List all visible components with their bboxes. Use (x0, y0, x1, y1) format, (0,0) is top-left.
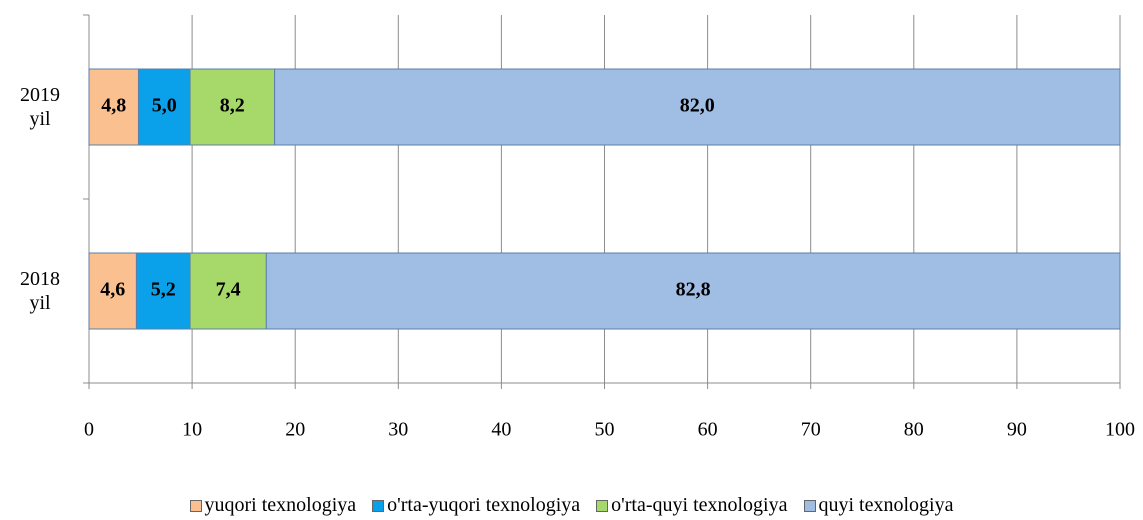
legend-label: o'rta-quyi texnologiya (611, 494, 788, 516)
data-label: 5,2 (151, 279, 176, 301)
x-tick-label: 20 (285, 419, 305, 441)
y-tick-label: 2018 yil (20, 268, 60, 314)
bar-segment (189, 252, 267, 330)
legend-swatch (189, 499, 202, 512)
legend-label: o'rta-yuqori texnologiya (387, 494, 581, 516)
legend-label: quyi texnologiya (818, 494, 954, 516)
x-tick-label: 10 (182, 419, 202, 441)
data-label: 82,8 (676, 279, 711, 301)
data-label: 4,6 (100, 279, 125, 301)
data-label: 7,4 (216, 279, 241, 301)
data-label: 5,0 (152, 95, 177, 117)
x-tick-label: 100 (1105, 419, 1135, 441)
legend-item: quyi texnologiya (803, 494, 954, 517)
y-tick-label: 2019 yil (20, 84, 60, 130)
x-tick-label: 30 (388, 419, 408, 441)
legend-swatch (596, 499, 609, 512)
x-tick-label: 0 (84, 419, 94, 441)
x-tick-label: 60 (698, 419, 718, 441)
data-label: 8,2 (220, 95, 245, 117)
legend-swatch (803, 499, 816, 512)
bar-segment (88, 252, 137, 330)
x-tick-label: 80 (904, 419, 924, 441)
data-label: 4,8 (101, 95, 126, 117)
x-tick-label: 50 (595, 419, 615, 441)
legend-item: o'rta-quyi texnologiya (596, 494, 788, 517)
legend-item: o'rta-yuqori texnologiya (372, 494, 580, 517)
x-tick-label: 90 (1007, 419, 1027, 441)
legend-label: yuqori texnologiya (204, 494, 357, 516)
x-tick-label: 40 (491, 419, 511, 441)
bar-segment (189, 68, 276, 146)
legend-item: yuqori texnologiya (189, 494, 357, 517)
bar-segment (274, 68, 1121, 146)
bar-segment (135, 252, 191, 330)
x-tick-label: 70 (801, 419, 821, 441)
legend: yuqori texnologiya o'rta-yuqori texnologi… (0, 494, 1143, 517)
bar-segment (265, 252, 1121, 330)
legend-swatch (372, 499, 385, 512)
data-label: 82,0 (680, 95, 715, 117)
